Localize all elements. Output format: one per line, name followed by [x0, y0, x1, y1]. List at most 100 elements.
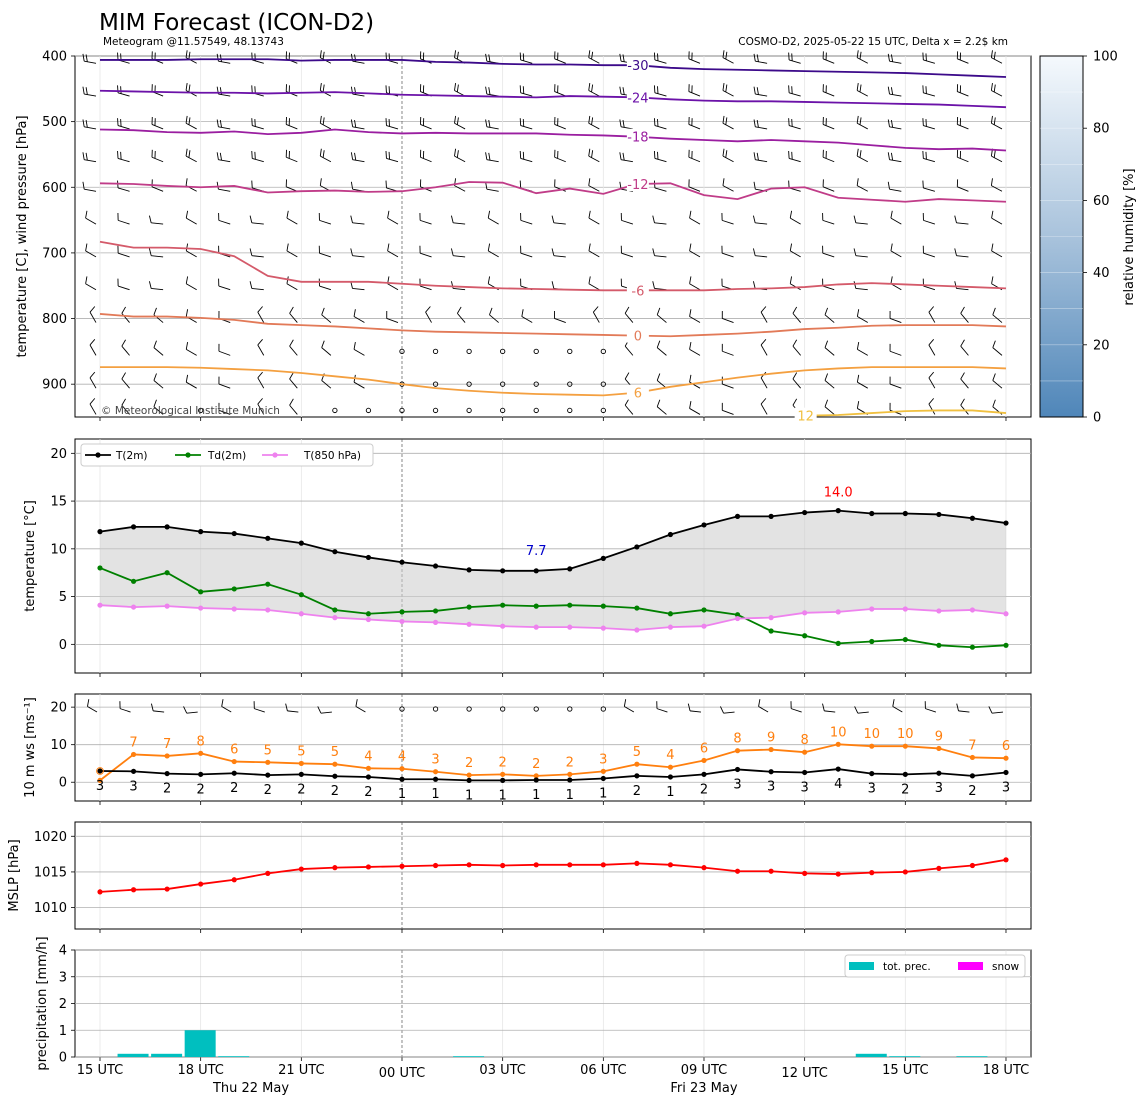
wind-barb-feather: [251, 85, 253, 93]
wind-barb-feather: [219, 54, 222, 62]
wind-barb-feather: [185, 309, 189, 317]
wind-barb-feather: [725, 150, 728, 158]
wind-barb: [928, 339, 936, 356]
wind-barb-staff: [257, 377, 265, 389]
wind-barb-feather: [656, 701, 658, 709]
wind-barb-feather: [422, 52, 425, 61]
time-tick-label: 18 UTC: [177, 1063, 223, 1078]
wind-series-point: [198, 750, 204, 756]
wind-value-label: 1: [666, 785, 674, 800]
wind-barb-feather: [488, 87, 491, 95]
temperature-series-point: [164, 570, 170, 576]
wind-value-label: 6: [1002, 739, 1010, 754]
wind-barb-feather: [185, 115, 188, 124]
wind-barb: [856, 178, 868, 192]
wind-barb: [289, 306, 298, 323]
wind-barb-feather: [653, 118, 656, 126]
wind-barb: [752, 215, 768, 225]
wind-series-point: [130, 751, 137, 758]
wind-series-point: [869, 743, 875, 749]
wind-barb-staff: [824, 314, 835, 323]
min-temperature-label: 7.7: [526, 544, 547, 559]
y-axis-label: 10 m ws [ms⁻¹]: [23, 697, 38, 798]
wind-value-label: 7: [968, 738, 976, 753]
temperature-series-point: [265, 581, 271, 587]
wind-barb-feather: [82, 119, 85, 127]
wind-barb-staff: [689, 217, 701, 225]
wind-barb-feather: [289, 306, 294, 314]
wind-barb-feather: [788, 118, 790, 126]
wind-barb-staff: [755, 126, 768, 130]
wind-barb-staff: [121, 345, 130, 356]
wind-value-label: 5: [297, 744, 305, 759]
wind-barb: [689, 374, 701, 389]
wind-barb: [990, 115, 1003, 130]
wind-barb: [689, 341, 701, 356]
wind-barb-staff: [87, 706, 98, 713]
wind-barb-feather: [185, 374, 189, 383]
wind-barb-feather: [824, 340, 829, 348]
wind-barb: [892, 699, 903, 713]
wind-barb-feather: [756, 54, 759, 62]
wind-barb: [960, 306, 969, 323]
wind-barb-feather: [422, 85, 425, 93]
wind-barb-feather: [120, 151, 122, 160]
wind-barb-staff: [855, 222, 868, 225]
wind-barb-feather: [791, 86, 793, 94]
wind-barb: [350, 86, 365, 97]
wind-barb: [454, 115, 466, 130]
wind-barb-feather: [456, 84, 459, 93]
wind-barb-feather: [388, 151, 390, 160]
wind-barb-feather: [721, 245, 723, 254]
wind-barb-staff: [689, 283, 701, 291]
wind-barb-feather: [688, 179, 690, 187]
wind-barb-feather: [251, 118, 253, 126]
wind-barb: [289, 339, 298, 356]
wind-barb-staff: [654, 125, 667, 130]
wind-barb-feather: [450, 215, 454, 223]
calm-marker: [500, 407, 506, 414]
wind-barb-feather: [856, 341, 860, 350]
calm-marker: [500, 348, 506, 355]
panel-frame: [74, 438, 1032, 674]
wind-barb-feather: [928, 306, 935, 313]
colorbar-tick-label: 60: [1093, 194, 1110, 209]
wind-barb-feather: [151, 84, 153, 92]
wind-barb: [956, 116, 969, 130]
temperature-series-point: [902, 636, 908, 643]
wind-barb-feather: [791, 53, 793, 61]
wind-barb-feather: [756, 119, 759, 128]
wind-barb-feather: [620, 212, 622, 221]
wind-barb-feather: [791, 119, 793, 127]
wind-barb-feather: [959, 118, 962, 126]
wind-barb-feather: [288, 150, 290, 159]
wind-barb-staff: [419, 252, 432, 258]
wind-barb-staff: [84, 93, 97, 97]
panel-frame: [74, 55, 1032, 418]
wind-barb-staff: [690, 710, 702, 713]
wind-barb-feather: [721, 402, 723, 411]
wind-barb: [285, 179, 298, 192]
y-tick-label: 5: [59, 590, 67, 605]
wind-barb: [218, 343, 231, 356]
wind-barb-feather: [822, 84, 824, 92]
temperature-series-point: [634, 544, 640, 550]
wind-barb-feather: [388, 86, 390, 94]
wind-barb-staff: [84, 159, 97, 163]
wind-barb-feather: [822, 703, 825, 711]
wind-barb-feather: [89, 371, 96, 379]
wind-barb-staff: [790, 250, 801, 258]
wind-barb-staff: [554, 124, 566, 130]
wind-barb-feather: [689, 210, 692, 219]
wind-barb-feather: [988, 706, 993, 714]
wind-barb-feather: [257, 371, 263, 379]
wind-series-point: [768, 769, 774, 775]
wind-barb: [257, 371, 265, 389]
wind-barb: [956, 703, 970, 713]
temperature-series-point: [969, 515, 976, 521]
wind-barb-staff: [221, 706, 232, 713]
wind-barb-staff: [453, 255, 466, 258]
wind-value-label: 3: [767, 780, 775, 795]
wind-series-point: [802, 769, 808, 776]
wind-barb: [216, 152, 231, 163]
